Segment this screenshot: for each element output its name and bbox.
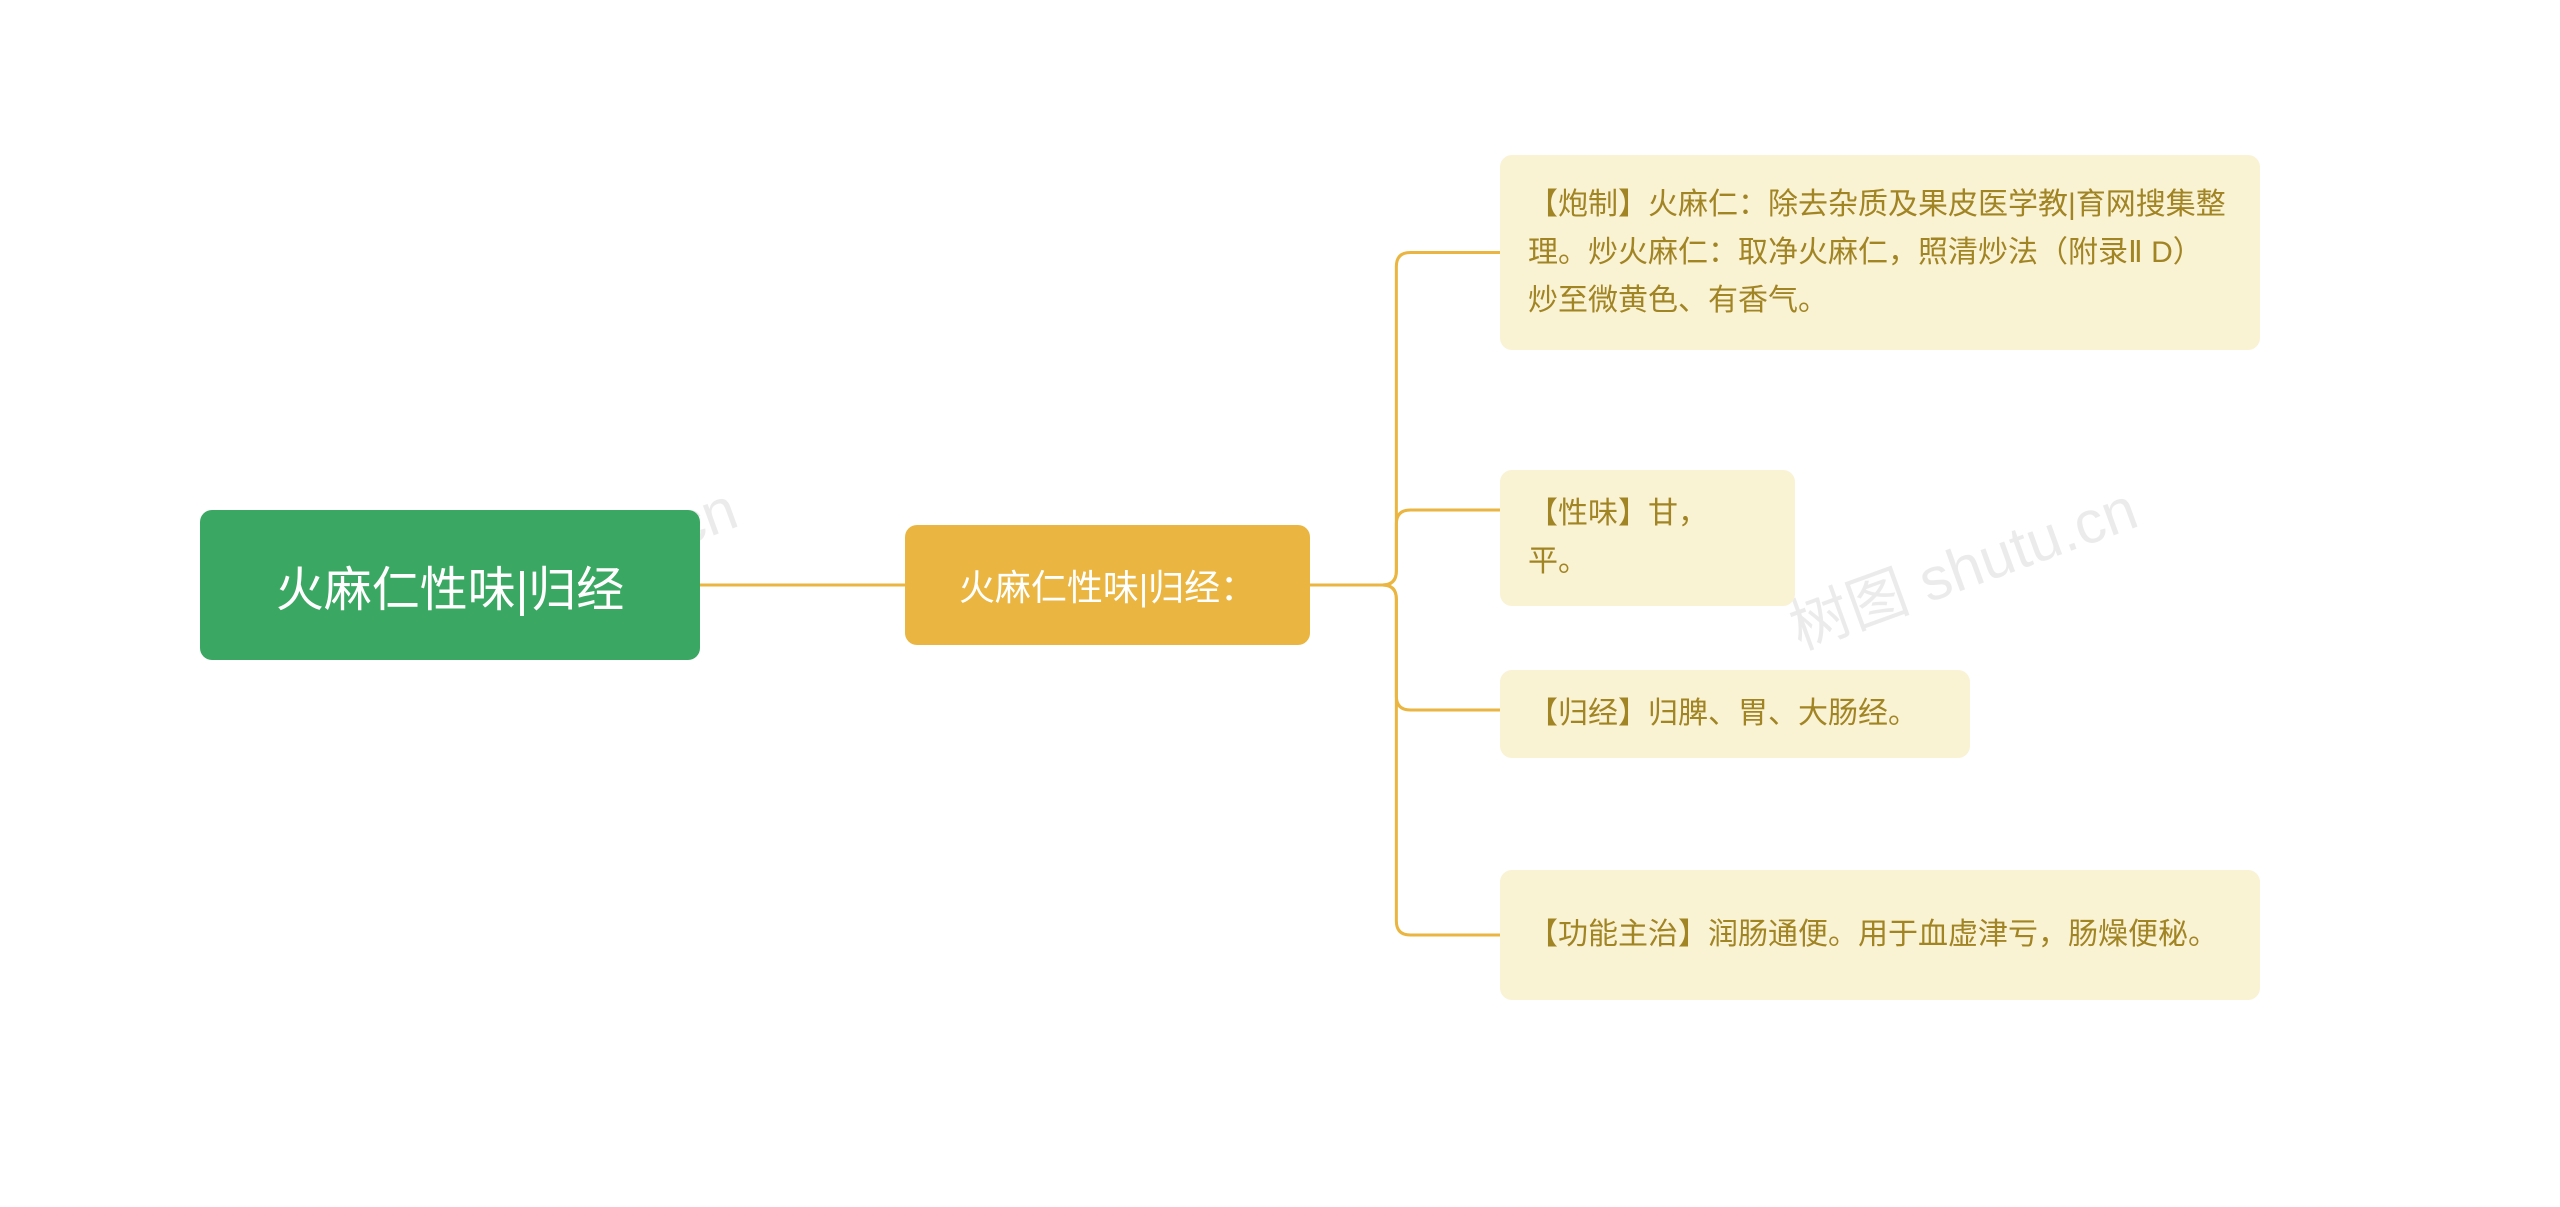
mindmap-branch[interactable]: 火麻仁性味|归经： — [905, 525, 1310, 645]
leaf-label: 【归经】归脾、胃、大肠经。 — [1528, 690, 1918, 738]
leaf-label: 【炮制】火麻仁：除去杂质及果皮医学教|育网搜集整理。炒火麻仁：取净火麻仁，照清炒… — [1528, 181, 2232, 325]
leaf-label: 【性味】甘，平。 — [1528, 490, 1767, 586]
mindmap-leaf[interactable]: 【炮制】火麻仁：除去杂质及果皮医学教|育网搜集整理。炒火麻仁：取净火麻仁，照清炒… — [1500, 155, 2260, 350]
watermark: 树图 shutu.cn — [1776, 460, 2147, 666]
mindmap-root[interactable]: 火麻仁性味|归经 — [200, 510, 700, 660]
mindmap-leaf[interactable]: 【性味】甘，平。 — [1500, 470, 1795, 606]
leaf-label: 【功能主治】润肠通便。用于血虚津亏，肠燥便秘。 — [1528, 911, 2218, 959]
mindmap-leaf[interactable]: 【功能主治】润肠通便。用于血虚津亏，肠燥便秘。 — [1500, 870, 2260, 1000]
mindmap-leaf[interactable]: 【归经】归脾、胃、大肠经。 — [1500, 670, 1970, 758]
root-label: 火麻仁性味|归经 — [276, 550, 624, 620]
branch-label: 火麻仁性味|归经： — [959, 559, 1256, 611]
